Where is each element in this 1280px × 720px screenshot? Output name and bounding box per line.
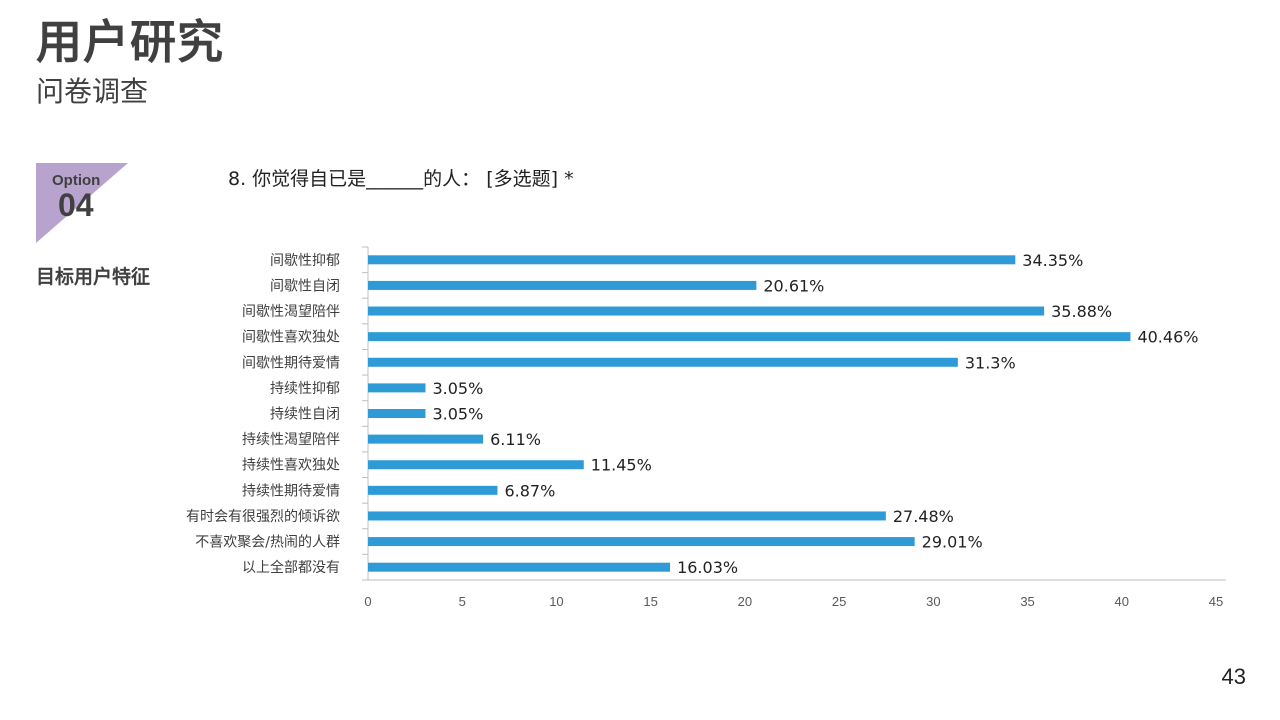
data-label: 6.87% xyxy=(504,481,555,500)
data-label: 3.05% xyxy=(432,379,483,398)
data-label: 31.3% xyxy=(965,353,1016,372)
option-number: 04 xyxy=(58,187,94,223)
page-number: 43 xyxy=(1221,664,1246,689)
category-label: 有时会有很强烈的倾诉欲 xyxy=(186,509,340,525)
bar xyxy=(368,537,915,547)
data-label: 40.46% xyxy=(1137,328,1198,347)
bar xyxy=(368,562,671,572)
x-tick-label: 40 xyxy=(1115,594,1129,609)
bar xyxy=(368,485,498,495)
data-label: 34.35% xyxy=(1022,251,1083,270)
x-tick-label: 5 xyxy=(459,594,466,609)
x-tick-label: 10 xyxy=(549,594,563,609)
x-tick-label: 0 xyxy=(364,594,371,609)
category-label: 持续性期待爱情 xyxy=(242,482,340,499)
category-label: 持续性自闭 xyxy=(270,406,340,423)
category-label: 持续性抑郁 xyxy=(270,380,340,397)
option-badge: Option 04 xyxy=(36,163,128,243)
category-label: 间歇性期待爱情 xyxy=(242,355,340,371)
bar xyxy=(368,332,1131,342)
x-tick-label: 15 xyxy=(643,594,657,609)
x-tick-label: 35 xyxy=(1020,594,1034,609)
data-label: 6.11% xyxy=(490,430,541,449)
page-subtitle: 问卷调查 xyxy=(36,75,149,108)
category-label: 持续性渴望陪伴 xyxy=(242,431,340,448)
category-label: 以上全部都没有 xyxy=(242,559,340,576)
data-label: 20.61% xyxy=(763,276,824,295)
bar xyxy=(368,434,484,444)
option-label: Option xyxy=(52,172,101,189)
bar xyxy=(368,306,1045,316)
category-label: 间歇性抑郁 xyxy=(270,253,340,269)
data-label: 3.05% xyxy=(432,405,483,424)
data-label: 35.88% xyxy=(1051,302,1112,321)
bar xyxy=(368,280,757,290)
x-tick-label: 25 xyxy=(832,594,846,609)
category-label: 不喜欢聚会/热闹的人群 xyxy=(195,535,340,551)
bar xyxy=(368,255,1016,265)
x-tick-label: 30 xyxy=(926,594,940,609)
data-label: 27.48% xyxy=(893,507,954,526)
option-triangle-shape xyxy=(36,163,128,243)
bar xyxy=(368,383,426,393)
data-label: 11.45% xyxy=(591,456,652,475)
category-label: 间歇性自闭 xyxy=(270,278,340,294)
bar xyxy=(368,511,886,521)
x-tick-label: 20 xyxy=(738,594,752,609)
category-label: 持续性喜欢独处 xyxy=(242,457,340,474)
question-text: 8. 你觉得自已是______的人： [多选题] * xyxy=(228,168,574,190)
data-label: 29.01% xyxy=(922,533,983,552)
category-label: 间歇性渴望陪伴 xyxy=(242,304,340,320)
section-label: 目标用户特征 xyxy=(36,266,151,288)
bar xyxy=(368,409,426,418)
bar xyxy=(368,460,584,470)
x-tick-label: 45 xyxy=(1209,594,1223,609)
category-label: 间歇性喜欢独处 xyxy=(242,330,340,346)
bar xyxy=(368,357,958,367)
page-title: 用户研究 xyxy=(36,15,224,69)
data-label: 16.03% xyxy=(677,558,738,577)
